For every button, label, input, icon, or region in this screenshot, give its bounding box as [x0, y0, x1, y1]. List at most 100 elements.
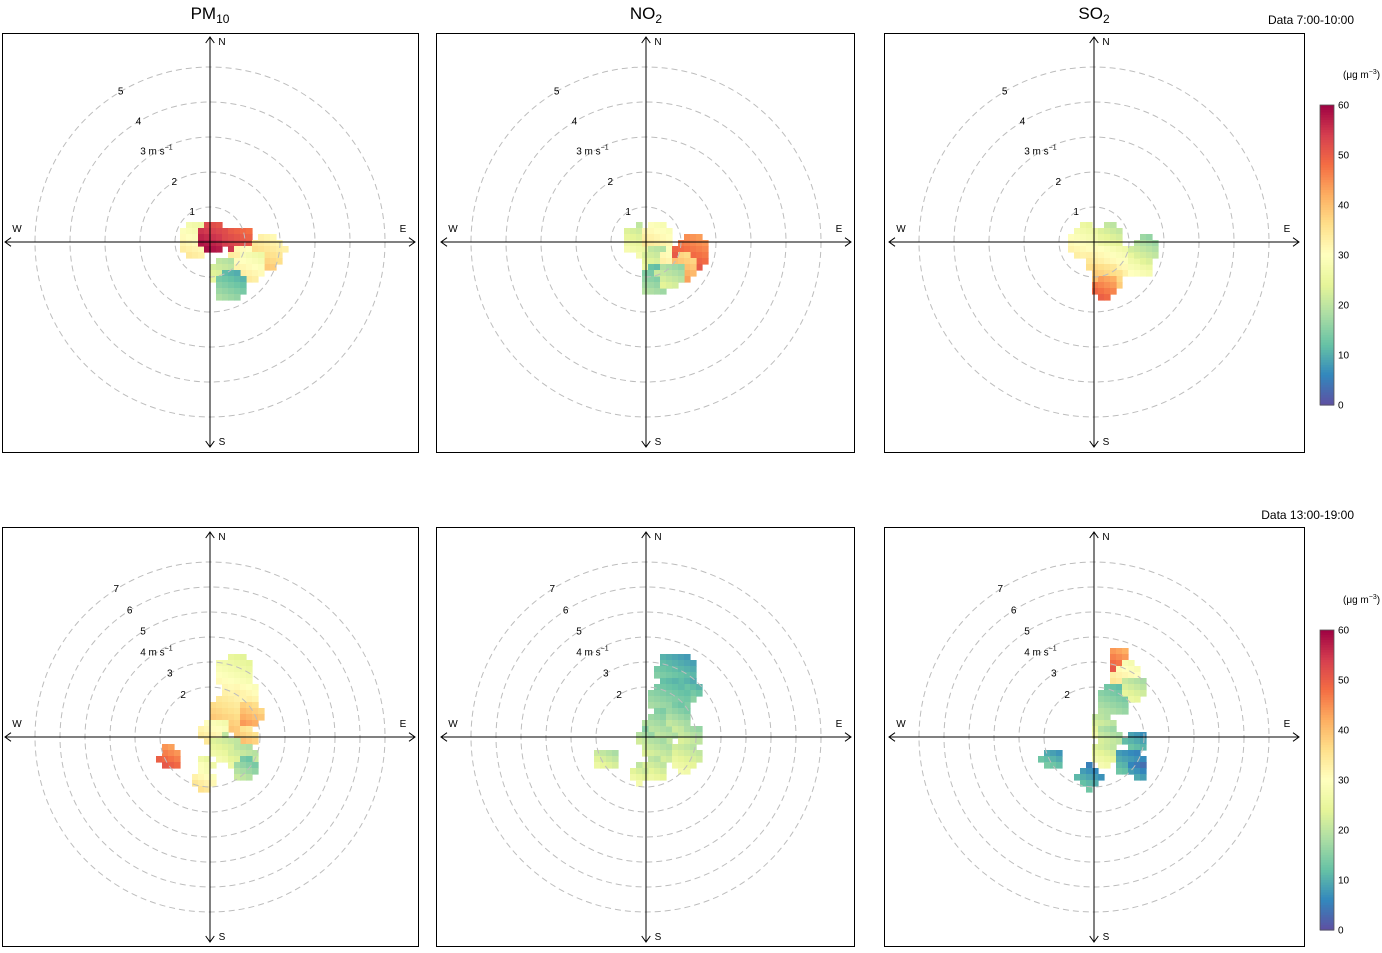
colorbar-segment: [1320, 387, 1334, 391]
surface-cell: [1086, 246, 1093, 253]
surface-cell: [1074, 252, 1081, 259]
surface-cell: [672, 714, 679, 721]
surface-cell: [1098, 708, 1105, 715]
surface-cell: [192, 234, 199, 241]
colorbar-segment: [1320, 380, 1334, 384]
surface-cell: [672, 282, 679, 289]
surface-cell: [666, 246, 673, 253]
surface-cell: [660, 228, 667, 235]
surface-cell: [1116, 702, 1123, 709]
ring-label-4: 4: [1020, 116, 1026, 127]
compass-north: N: [654, 532, 661, 543]
surface-cell: [228, 264, 235, 271]
surface-cell: [252, 252, 259, 259]
colorbar-segment: [1320, 397, 1334, 401]
surface-cell: [1092, 774, 1099, 781]
surface-cell: [240, 744, 247, 751]
surface-cell: [222, 750, 229, 757]
surface-cell: [666, 684, 673, 691]
surface-cell: [246, 744, 253, 751]
ring-label-6: 6: [563, 605, 569, 616]
surface-cell: [654, 240, 661, 247]
surface-cell: [1140, 756, 1147, 763]
surface-cell: [678, 696, 685, 703]
surface-cell: [666, 750, 673, 757]
surface-cell: [1116, 708, 1123, 715]
surface-cell: [696, 750, 703, 757]
surface-cell: [690, 246, 697, 253]
surface-cell: [192, 222, 199, 229]
title-base: PM: [191, 4, 217, 23]
surface-cell: [1068, 234, 1075, 241]
surface-cell: [660, 732, 667, 739]
surface-cell: [642, 282, 649, 289]
surface-cell: [636, 228, 643, 235]
axis-arrowhead: [1089, 36, 1099, 44]
surface-cell: [216, 744, 223, 751]
surface-cell: [684, 276, 691, 283]
colorbar-segment: [1320, 375, 1334, 379]
surface-cell: [1086, 240, 1093, 247]
surface-cell: [642, 258, 649, 265]
surface-cell: [1080, 780, 1087, 787]
surface-cell: [672, 696, 679, 703]
surface-cell: [636, 762, 643, 769]
surface-cell: [642, 720, 649, 727]
surface-cell: [216, 258, 223, 265]
surface-cell: [1110, 252, 1117, 259]
surface-cell: [1134, 696, 1141, 703]
surface-cell: [672, 678, 679, 685]
surface-cell: [1110, 246, 1117, 253]
colorbar-segment: [1320, 652, 1334, 656]
concentration-surface: [180, 222, 289, 301]
surface-cell: [678, 672, 685, 679]
surface-cell: [1104, 222, 1111, 229]
colorbar-segment: [1320, 817, 1334, 821]
surface-cell: [204, 786, 211, 793]
surface-cell: [1122, 246, 1129, 253]
surface-cell: [258, 258, 265, 265]
surface-cell: [240, 282, 247, 289]
surface-cell: [162, 744, 169, 751]
surface-cell: [1092, 732, 1099, 739]
surface-cell: [630, 240, 637, 247]
surface-cell: [678, 708, 685, 715]
ring-label-6: 6: [127, 605, 133, 616]
surface-cell: [1128, 768, 1135, 775]
surface-cell: [1128, 666, 1135, 673]
surface-cell: [222, 666, 229, 673]
surface-cell: [648, 288, 655, 295]
surface-cell: [264, 240, 271, 247]
colorbar-segment: [1320, 212, 1334, 216]
surface-cell: [1092, 750, 1099, 757]
surface-cell: [1110, 672, 1117, 679]
colorbar-tick: 50: [1338, 676, 1350, 687]
surface-cell: [684, 756, 691, 763]
colorbar-segment: [1320, 810, 1334, 814]
surface-cell: [1128, 270, 1135, 277]
surface-cell: [222, 270, 229, 277]
surface-cell: [636, 732, 643, 739]
colorbar-segment: [1320, 700, 1334, 704]
surface-cell: [1104, 294, 1111, 301]
colorbar-segment: [1320, 667, 1334, 671]
compass-east: E: [400, 719, 407, 730]
ring-label-2: 2: [172, 176, 178, 187]
surface-cell: [210, 750, 217, 757]
colorbar-segment: [1320, 160, 1334, 164]
surface-cell: [654, 714, 661, 721]
surface-cell: [252, 270, 259, 277]
colorbar-segment: [1320, 290, 1334, 294]
surface-cell: [684, 768, 691, 775]
surface-cell: [216, 666, 223, 673]
surface-cell: [210, 726, 217, 733]
colorbar-segment: [1320, 915, 1334, 919]
colorbar-segment: [1320, 855, 1334, 859]
surface-cell: [1116, 282, 1123, 289]
colorbar-tick: 0: [1338, 926, 1344, 937]
surface-cell: [666, 714, 673, 721]
colorbar-segment: [1320, 320, 1334, 324]
surface-cell: [222, 294, 229, 301]
colorbar-segment: [1320, 392, 1334, 396]
surface-cell: [636, 738, 643, 745]
